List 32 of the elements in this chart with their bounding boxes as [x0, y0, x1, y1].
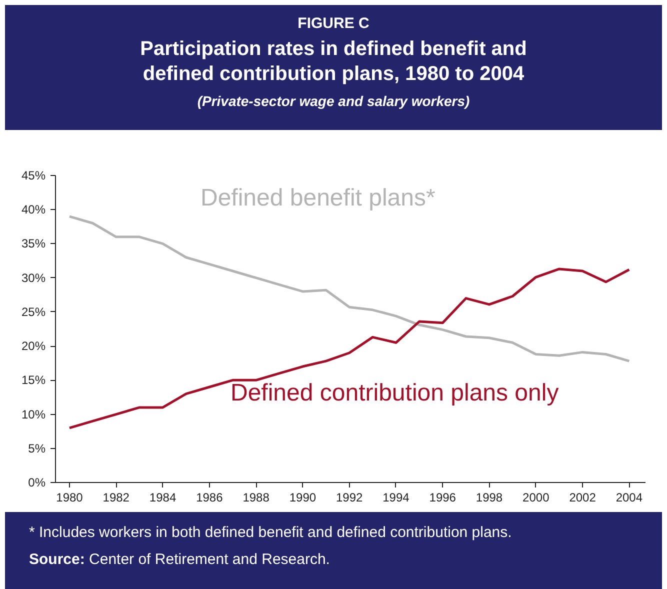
chart-title: Participation rates in defined benefit and defined contribution plans, 1980 to 2004 [139, 37, 528, 88]
x-tick-label: 1982 [102, 490, 130, 504]
text: FIGURE C [296, 14, 370, 34]
x-tick-label: 1992 [336, 490, 364, 504]
x-tick-label: 1986 [196, 490, 224, 504]
y-tick-label: 25% [21, 304, 46, 319]
y-tick-label: 30% [21, 270, 46, 285]
x-tick-label: 1988 [242, 490, 270, 504]
y-tick-label: 5% [28, 441, 46, 456]
x-tick-label: 1994 [382, 490, 410, 504]
y-tick-label: 10% [21, 407, 46, 422]
x-tick-label: 2002 [569, 490, 596, 504]
x-tick-label: 1984 [149, 490, 176, 504]
text: * Includes workers in both defined benefit and defined contribution plans. [29, 523, 512, 543]
x-tick-label: 1980 [56, 490, 84, 504]
x-tick-label: 1998 [476, 490, 503, 504]
line-series [68, 268, 630, 430]
source-note: Source: Center of Retirement and Research. [29, 550, 331, 570]
series-label: Defined benefit plans* [200, 184, 436, 212]
y-tick-label: 15% [21, 373, 46, 388]
x-tick-label: 2000 [522, 490, 550, 504]
y-tick-label: 0% [28, 476, 46, 490]
y-tick-label: 40% [21, 202, 46, 217]
series-label: Defined contribution plans only [230, 380, 559, 406]
y-tick-label: 35% [21, 236, 46, 251]
x-tick-label: 2004 [616, 490, 643, 504]
x-tick-label: 1990 [289, 490, 316, 504]
chart-subtitle: (Private-sector wage and salary workers) [196, 92, 471, 112]
line-series [68, 215, 630, 362]
y-tick-label: 20% [21, 339, 46, 354]
x-tick-label: 1996 [429, 490, 456, 504]
y-tick-label: 45% [21, 168, 46, 182]
